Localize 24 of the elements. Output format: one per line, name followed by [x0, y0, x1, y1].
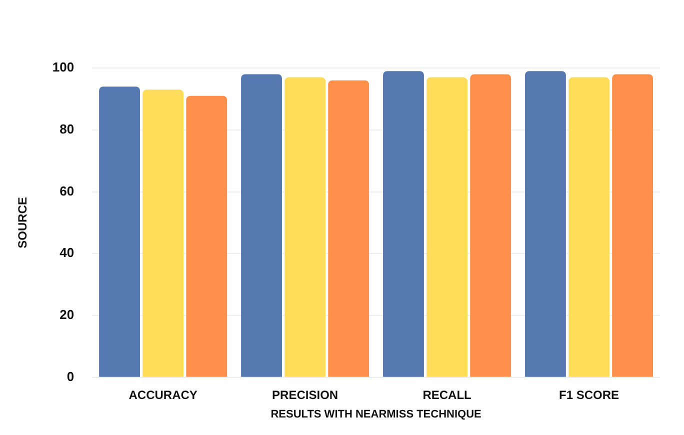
bar	[284, 77, 326, 377]
bar	[525, 71, 566, 377]
bar	[186, 96, 228, 377]
bar	[99, 86, 140, 377]
bar	[328, 80, 370, 377]
y-tick-label: 20	[60, 307, 74, 322]
bar	[241, 74, 282, 377]
bar	[568, 77, 610, 377]
y-tick-label: 80	[60, 121, 74, 136]
x-tick-label: F1 SCORE	[559, 388, 620, 402]
x-tick-label: ACCURACY	[128, 388, 198, 402]
bar	[426, 77, 468, 377]
bar	[612, 74, 654, 377]
y-tick-label: 60	[60, 183, 74, 198]
y-tick-label: 100	[52, 60, 74, 75]
x-axis-title: RESULTS WITH NEARMISS TECHNIQUE	[270, 408, 482, 420]
x-tick-label: PRECISION	[272, 388, 338, 402]
bar	[142, 90, 184, 377]
bar	[470, 74, 512, 377]
y-tick-label: 40	[60, 245, 74, 260]
bar	[383, 71, 424, 377]
x-tick-label: RECALL	[422, 388, 472, 402]
y-tick-label: 0	[66, 368, 74, 384]
y-axis-title: SOURCE	[16, 197, 30, 248]
